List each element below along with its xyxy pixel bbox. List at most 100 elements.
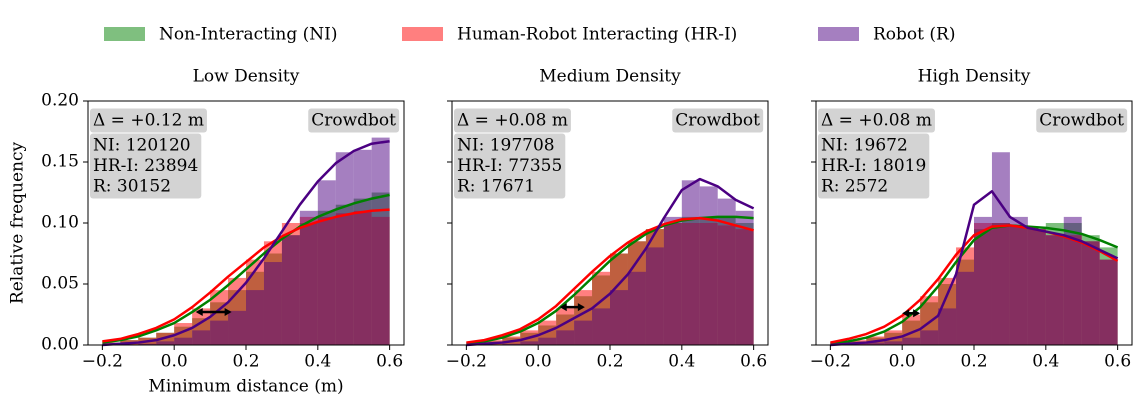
count-line: HR-I: 18019 xyxy=(821,156,926,176)
histogram-bar xyxy=(335,152,354,345)
source-label: Crowdbot xyxy=(1039,111,1124,131)
histogram-bar xyxy=(502,343,521,345)
histogram-bar xyxy=(1099,259,1118,345)
histogram-bar xyxy=(192,330,211,345)
legend-swatch xyxy=(818,27,859,41)
kde-line xyxy=(466,216,754,344)
source-label: Crowdbot xyxy=(311,111,396,131)
panel-title: Medium Density xyxy=(539,67,681,87)
histogram-bar xyxy=(174,337,193,345)
annotation-box xyxy=(308,108,400,133)
x-tick-label: 0.2 xyxy=(232,352,259,372)
y-tick-label: 0.00 xyxy=(41,335,79,355)
x-tick-label: −0.2 xyxy=(82,352,123,372)
kde-line xyxy=(102,193,390,344)
count-line: NI: 19672 xyxy=(821,136,908,156)
x-tick-label: 0.0 xyxy=(525,352,552,372)
arrow-head xyxy=(559,303,585,312)
count-line: HR-I: 77355 xyxy=(457,156,562,176)
histogram-bar xyxy=(735,210,754,345)
y-axis-label: Relative frequency xyxy=(8,141,28,304)
delta-annotation: Δ = +0.08 m xyxy=(457,111,568,131)
x-tick-label: 0.6 xyxy=(740,352,767,372)
kde-line xyxy=(102,140,390,347)
y-tick-label: 0.15 xyxy=(41,152,79,172)
delta-annotation: Δ = +0.12 m xyxy=(93,111,204,131)
legend-label: Human-Robot Interacting (HR-I) xyxy=(457,25,737,45)
annotation-box xyxy=(90,108,207,133)
count-line: NI: 120120 xyxy=(93,136,191,156)
histogram-bar xyxy=(371,137,390,345)
panel-title: High Density xyxy=(918,67,1031,87)
histogram-bar xyxy=(1009,216,1028,345)
x-tick-label: 0.0 xyxy=(889,352,916,372)
x-tick-label: 0.4 xyxy=(668,352,695,372)
count-line: R: 17671 xyxy=(457,177,535,197)
legend-label: Robot (R) xyxy=(873,25,955,45)
histogram-bar xyxy=(138,343,157,345)
histogram-bar xyxy=(1063,216,1082,345)
count-line: NI: 197708 xyxy=(457,136,555,156)
histogram-bar xyxy=(210,320,229,345)
histogram-bar xyxy=(920,330,939,345)
histogram-bar xyxy=(884,341,903,345)
source-label: Crowdbot xyxy=(675,111,760,131)
histogram-bar xyxy=(938,308,957,345)
x-tick-label: −0.2 xyxy=(446,352,487,372)
histogram-bar xyxy=(574,320,593,345)
histogram-bar xyxy=(663,216,682,345)
x-tick-label: 0.6 xyxy=(376,352,403,372)
histogram-bar xyxy=(520,341,539,345)
delta-annotation: Δ = +0.08 m xyxy=(821,111,932,131)
x-axis-label: Minimum distance (m) xyxy=(148,377,343,397)
panel: Low Density −0.2 0.0 0.2 0.4 0.6 0.00 0.05 0.10 0… xyxy=(8,67,405,397)
panel: Medium Density −0.2 0.0 0.2 0.4 0.6 Δ = +0.08 … xyxy=(446,67,769,372)
count-line: R: 2572 xyxy=(821,177,888,197)
panel: High Density −0.2 0.0 0.2 0.4 0.6 Δ = +0.08 m C… xyxy=(810,67,1133,372)
histogram-bar xyxy=(281,235,300,345)
x-tick-label: 0.4 xyxy=(1032,352,1059,372)
histogram-bar xyxy=(353,149,372,345)
histogram-bar xyxy=(299,210,318,345)
x-tick-label: 0.0 xyxy=(161,352,188,372)
legend-swatch xyxy=(402,27,443,41)
x-tick-label: −0.2 xyxy=(810,352,851,372)
annotation-box xyxy=(672,108,764,133)
histogram-bar xyxy=(592,308,610,345)
histogram-bar xyxy=(263,262,282,345)
x-tick-label: 0.2 xyxy=(596,352,623,372)
histogram-bar xyxy=(1045,235,1064,345)
histogram-bar xyxy=(956,271,974,345)
legend-swatch xyxy=(104,27,145,41)
x-tick-label: 0.2 xyxy=(960,352,987,372)
y-tick-label: 0.10 xyxy=(41,213,79,233)
histogram-bar xyxy=(1081,241,1100,345)
legend-label: Non-Interacting (NI) xyxy=(159,25,338,45)
histogram-bar xyxy=(610,290,628,345)
histogram-bar xyxy=(717,198,736,345)
histogram-bar xyxy=(317,180,336,345)
panel-title: Low Density xyxy=(193,67,300,87)
x-tick-label: 0.4 xyxy=(304,352,331,372)
count-line: HR-I: 23894 xyxy=(93,156,198,176)
histogram-bar xyxy=(228,310,246,345)
kde-line xyxy=(830,190,1119,347)
histogram-bar xyxy=(974,216,992,345)
annotation-box xyxy=(818,108,935,133)
annotation-box xyxy=(818,133,930,199)
histogram-bar xyxy=(991,152,1010,345)
histogram-bar xyxy=(627,271,646,345)
histogram-bar xyxy=(645,247,664,345)
histogram-bar xyxy=(556,330,575,345)
y-tick-label: 0.05 xyxy=(41,274,79,294)
histogram-bar xyxy=(1027,229,1046,345)
annotation-box xyxy=(454,108,571,133)
histogram-bar xyxy=(681,180,700,345)
y-tick-label: 0.20 xyxy=(41,91,79,111)
annotation-box xyxy=(454,133,566,199)
kde-line xyxy=(102,208,390,343)
